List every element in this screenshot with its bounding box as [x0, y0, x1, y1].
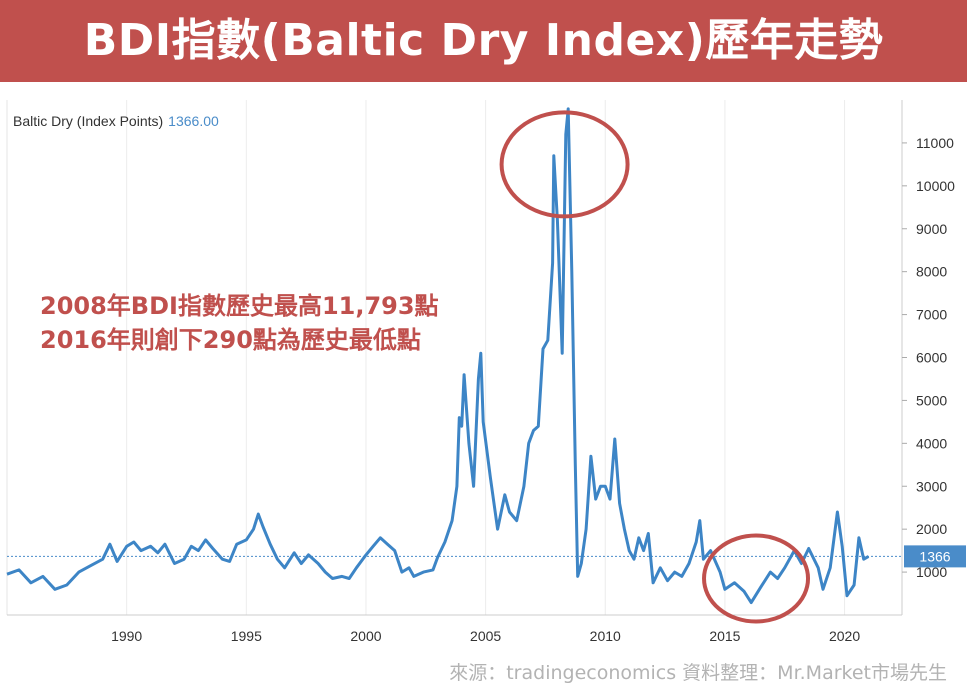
y-tick-label: 6000: [916, 350, 947, 366]
highlight-circle-peak: [499, 110, 630, 219]
y-tick-label: 2000: [916, 521, 947, 537]
source-credit: 來源：tradingeconomics 資料整理：Mr.Market市場先生: [449, 662, 947, 684]
x-tick-label: 2000: [350, 628, 381, 644]
current-value-label: 1366: [919, 548, 950, 564]
x-tick-label: 2015: [709, 628, 740, 644]
line-chart: 1000 2000 3000 4000 5000 6000 7000 8000 9000 1000…: [6, 100, 966, 644]
page-title: BDI指數(Baltic Dry Index)歷年走勢: [83, 15, 884, 66]
x-tick-label: 2010: [590, 628, 621, 644]
current-value-box: [904, 545, 966, 568]
title-banner: [0, 0, 967, 82]
y-tick-label: 3000: [916, 478, 947, 494]
x-tick-label: 1990: [111, 628, 142, 644]
y-tick-label: 5000: [916, 392, 947, 408]
y-tick-label: 1000: [916, 564, 947, 580]
x-tick-label: 1995: [231, 628, 262, 644]
annotation-line-2: 2016年則創下290點為歷史最低點: [40, 326, 421, 354]
annotation-line-1: 2008年BDI指數歷史最高11,793點: [40, 292, 439, 320]
highlight-circle-low: [702, 533, 811, 624]
x-tick-label: 2020: [829, 628, 860, 644]
legend-label: Baltic Dry (Index Points): [13, 113, 164, 129]
y-tick-label: 11000: [916, 135, 954, 151]
legend-value: 1366.00: [168, 113, 219, 129]
y-tick-label: 9000: [916, 221, 947, 237]
chart-legend: Baltic Dry (Index Points) 1366.00: [13, 113, 219, 129]
y-tick-label: 4000: [916, 435, 947, 451]
x-tick-label: 2005: [470, 628, 501, 644]
series-line: [6, 107, 870, 605]
y-tick-label: 8000: [916, 264, 947, 280]
y-tick-label: 7000: [916, 307, 947, 323]
y-tick-label: 10000: [916, 178, 955, 194]
